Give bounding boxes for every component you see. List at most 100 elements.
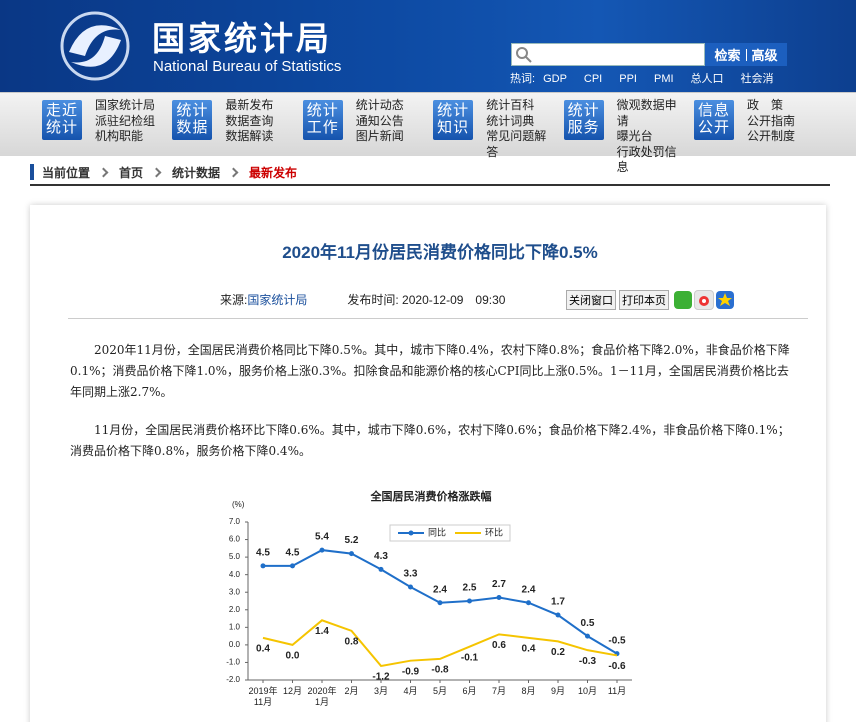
nav-icon[interactable]: 走近统计 — [42, 100, 82, 140]
breadcrumb-link[interactable]: 首页 — [119, 165, 144, 180]
nav-link[interactable]: 公开指南 — [747, 113, 796, 128]
legend-marker — [408, 530, 414, 536]
nav-icon[interactable]: 统计数据 — [172, 100, 213, 140]
y-tick-label: 2.0 — [229, 605, 241, 614]
nav-link[interactable]: 统计词典 — [486, 113, 535, 128]
nav-bar: 走近统计 国家统计局 派驻纪检组 机构职能 统计数据 最新发布 数据查询 数据解读 统计工作 统计… — [0, 92, 856, 174]
point — [585, 633, 590, 639]
y-tick-label: -1.0 — [226, 658, 240, 667]
date: 2020-12-09 09:30 — [402, 293, 506, 307]
nav-icon[interactable]: 信息公开 — [694, 100, 734, 140]
x-tick-label: 5月 — [432, 686, 447, 696]
nav-link[interactable]: 行政处罚信息 — [616, 144, 677, 175]
series-line — [262, 619, 618, 668]
nav-link[interactable]: 曝光台 — [616, 129, 653, 143]
x-tick-label: 3月 — [373, 686, 388, 696]
divider — [68, 318, 808, 319]
search-input[interactable] — [511, 43, 705, 66]
legend-label: 环比 — [485, 526, 503, 537]
site-title: 国家统计局 — [152, 20, 332, 57]
point — [260, 563, 266, 569]
point — [437, 600, 443, 606]
close-button[interactable]: 关闭窗口 — [566, 290, 616, 310]
x-tick-label: 7月 — [491, 686, 506, 696]
hot-word[interactable]: 社会消 — [740, 73, 774, 85]
nav-link[interactable]: 机构职能 — [95, 129, 144, 143]
x-tick-label: 12月 — [282, 686, 302, 696]
nav-link[interactable]: 图片新闻 — [355, 129, 404, 143]
nav-link[interactable]: 数据解读 — [225, 129, 274, 143]
nav-links: 统计百科 统计词典 常见问题解答 — [486, 98, 548, 160]
search-button[interactable]: 检索 — [714, 48, 741, 63]
nav-link[interactable]: 公开制度 — [747, 129, 796, 143]
breadcrumb-label: 当前位置 — [42, 165, 91, 180]
nav-link[interactable]: 政 策 — [747, 98, 784, 112]
data-label: 2.4 — [522, 584, 536, 595]
y-tick-label: 4.0 — [229, 570, 241, 579]
nav-links: 统计动态 通知公告 图片新闻 — [356, 98, 418, 145]
data-label: 2.5 — [463, 583, 477, 594]
nav-link[interactable]: 通知公告 — [355, 113, 404, 128]
data-label: -0.6 — [608, 661, 626, 672]
nav-link[interactable]: 微观数据申请 — [616, 98, 677, 128]
point — [349, 551, 354, 557]
point — [496, 594, 502, 600]
logo — [60, 11, 130, 81]
y-tick-label: 1.0 — [229, 622, 241, 631]
data-label: 0.4 — [522, 644, 536, 655]
breadcrumb: 当前位置 首页 统计数据 最新发布 — [30, 160, 830, 186]
nav-links: 最新发布 数据查询 数据解读 — [225, 98, 287, 145]
data-label: 0.4 — [256, 644, 270, 655]
nav-links: 国家统计局 派驻纪检组 机构职能 — [95, 98, 157, 145]
data-label: 0.8 — [345, 636, 359, 647]
paragraph: 11月份，全国居民消费价格环比下降0.6%。其中，城市下降0.6%，农村下降0.… — [70, 423, 790, 458]
breadcrumb-current[interactable]: 最新发布 — [249, 165, 298, 180]
point — [555, 612, 561, 618]
point — [526, 600, 531, 606]
hot-word[interactable]: PPI — [619, 73, 637, 85]
nav-link[interactable]: 最新发布 — [225, 98, 274, 112]
weibo-share[interactable] — [694, 290, 714, 310]
hot-words: 热词: GDP CPI PPI PMI 总人口 社会消 — [510, 70, 791, 86]
hot-word[interactable]: 总人口 — [690, 73, 724, 85]
y-tick-label: 7.0 — [229, 517, 241, 526]
article-title: 2020年11月份居民消费价格同比下降0.5% — [282, 243, 598, 262]
nav-link[interactable]: 常见问题解答 — [486, 129, 547, 159]
data-label: -0.9 — [402, 666, 420, 677]
point — [467, 598, 472, 604]
data-label: -0.1 — [461, 652, 479, 663]
advanced-button[interactable]: 高级 — [751, 48, 778, 63]
x-tick-label: 6月 — [462, 686, 477, 696]
nav-link[interactable]: 派驻纪检组 — [95, 113, 156, 128]
nav-icon[interactable]: 统计服务 — [563, 100, 604, 140]
x-tick-label: 11月 — [607, 686, 627, 696]
data-label: 4.3 — [374, 551, 388, 562]
header: 国家统计局 National Bureau of Statistics 检索 高级… — [0, 0, 856, 92]
nav-link[interactable]: 数据查询 — [225, 113, 274, 128]
point — [290, 563, 295, 569]
nav-link[interactable]: 国家统计局 — [95, 98, 156, 112]
breadcrumb-link[interactable]: 统计数据 — [172, 165, 221, 180]
y-axis-label: (%) — [232, 500, 245, 509]
nav-icon[interactable]: 统计工作 — [302, 100, 343, 140]
nav-icon[interactable]: 统计知识 — [433, 100, 474, 140]
nav-link[interactable]: 统计百科 — [486, 98, 535, 112]
date-label: 发布时间: — [347, 293, 399, 307]
print-button[interactable]: 打印本页 — [619, 290, 669, 310]
wechat-share[interactable] — [674, 291, 692, 309]
nav-links: 微观数据申请 曝光台 行政处罚信息 — [617, 98, 679, 176]
data-label: 1.7 — [551, 597, 565, 608]
hot-word[interactable]: CPI — [583, 73, 603, 85]
chart: 全国居民消费价格涨跌幅 (%) -2.0 -1.0 0.0 1.0 2.0 3.0 4.0 5… — [226, 489, 632, 684]
hot-word[interactable]: GDP — [543, 73, 567, 85]
favorite-button[interactable] — [716, 291, 734, 309]
data-label: -0.5 — [608, 635, 626, 646]
hot-label: 热词: — [510, 73, 536, 85]
source[interactable]: 国家统计局 — [247, 293, 308, 307]
paragraph: 2020年11月份，全国居民消费价格同比下降0.5%。其中，城市下降0.4%，农… — [70, 343, 790, 399]
nav-link[interactable]: 统计动态 — [355, 98, 404, 112]
y-tick-label: 3.0 — [229, 587, 241, 596]
data-label: -0.3 — [579, 656, 597, 667]
hot-word[interactable]: PMI — [653, 73, 674, 85]
data-label: 0.2 — [551, 647, 565, 658]
